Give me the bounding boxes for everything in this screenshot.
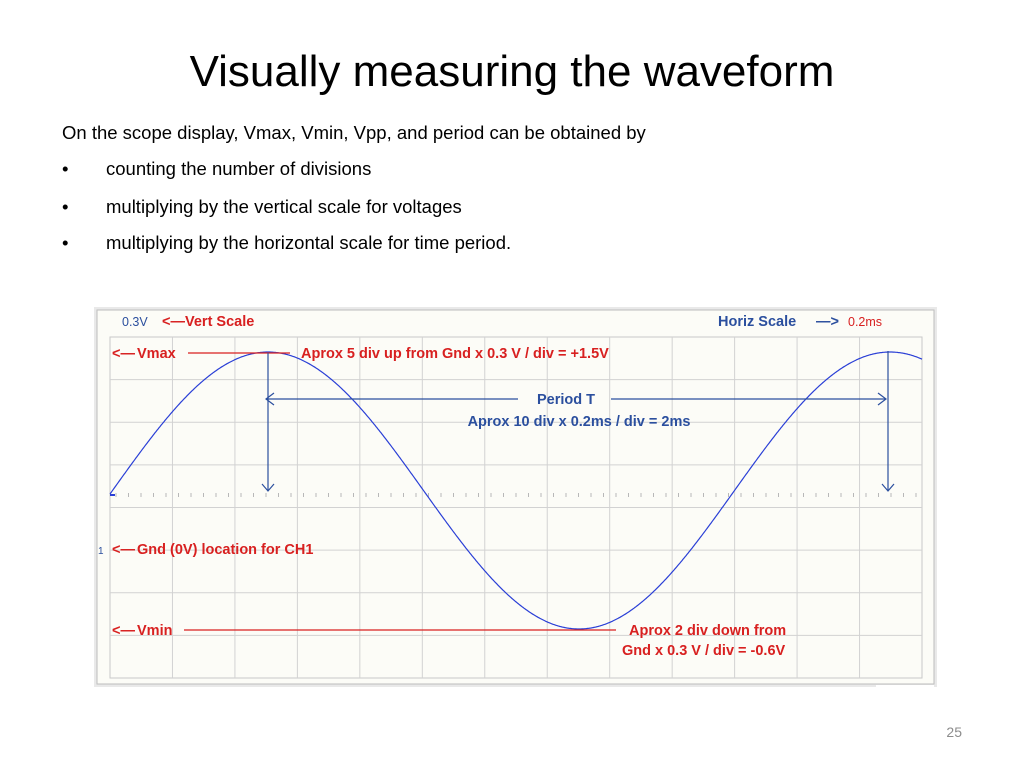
bullet-text: counting the number of divisions [106, 158, 372, 179]
intro-text: On the scope display, Vmax, Vmin, Vpp, a… [62, 122, 646, 143]
vmin-note-line1: Aprox 2 div down from [629, 623, 786, 639]
waveform-trace [109, 351, 923, 630]
period-label: Period T [537, 392, 595, 408]
period-note: Aprox 10 div x 0.2ms / div = 2ms [468, 414, 691, 430]
grid-lines [110, 337, 922, 678]
horiz-scale-label: Horiz Scale [718, 314, 796, 330]
scope-status-strip [876, 685, 934, 687]
slide-title: Visually measuring the waveform [189, 47, 835, 96]
vert-scale-value: 0.3V [122, 315, 148, 329]
oscilloscope-screenshot: 0.3V <— Vert Scale Horiz Scale —> 0.2ms … [94, 307, 937, 687]
slide-number: 25 [946, 724, 962, 740]
gnd-label: Gnd (0V) location for CH1 [137, 542, 313, 558]
bullet-glyph: • [62, 196, 69, 217]
bullet-item: • counting the number of divisions [62, 156, 371, 182]
vert-scale-label: Vert Scale [185, 314, 254, 330]
gnd-channel-marker: 1 [98, 546, 104, 557]
period-arrow-right [877, 392, 887, 406]
gnd-arrow: <— [112, 542, 135, 558]
vert-scale-arrow: <— [162, 314, 185, 330]
vmin-label: Vmin [137, 623, 172, 639]
bullet-item: • multiplying by the horizontal scale for… [62, 230, 511, 256]
vmax-drop-arrow [261, 483, 275, 492]
horiz-scale-arrow: —> [816, 314, 839, 330]
horiz-scale-value: 0.2ms [848, 315, 882, 329]
period-arrow-left [265, 392, 275, 406]
vmax-label: Vmax [137, 346, 176, 362]
vmin-arrow: <— [112, 623, 135, 639]
bullet-item: • multiplying by the vertical scale for v… [62, 194, 462, 220]
gnd-marker-tick [110, 494, 115, 496]
bullet-text: multiplying by the vertical scale for vo… [106, 196, 462, 217]
center-axis [115, 493, 917, 497]
bullet-glyph: • [62, 232, 69, 253]
vmax-note: Aprox 5 div up from Gnd x 0.3 V / div = … [301, 346, 609, 362]
period-drop-arrow [881, 483, 895, 492]
vmin-note-line2: Gnd x 0.3 V / div = -0.6V [622, 643, 786, 659]
bullet-glyph: • [62, 158, 69, 179]
bullet-text: multiplying by the horizontal scale for … [106, 232, 512, 253]
vmax-arrow: <— [112, 346, 135, 362]
